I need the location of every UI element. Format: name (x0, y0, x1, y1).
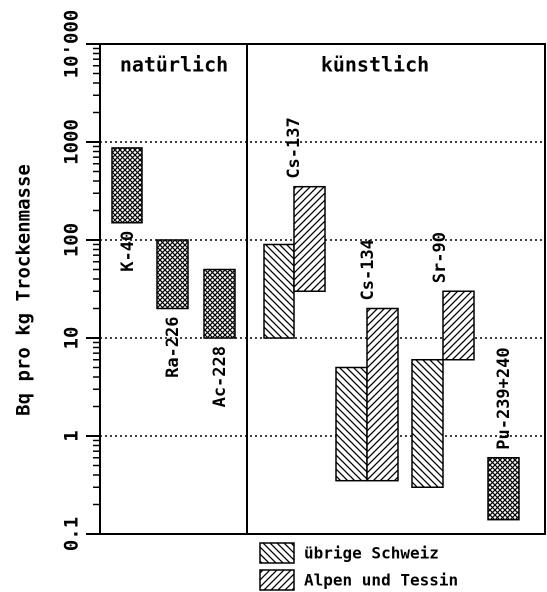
nuclide-label: Cs-134 (358, 239, 378, 300)
y-tick-label: 1 (61, 430, 83, 441)
range-bar (411, 358, 444, 488)
range-bar (263, 243, 295, 339)
section-label: natürlich (120, 53, 228, 77)
nuclide-label: Pu-239+240 (494, 347, 514, 449)
range-bar (366, 307, 399, 482)
legend-label: Alpen und Tessin (304, 571, 458, 590)
range-bar (156, 239, 189, 310)
legend-swatch (259, 569, 295, 591)
nuclide-label: Cs-137 (284, 117, 304, 178)
range-bar (335, 366, 368, 482)
plot-frame (99, 43, 546, 535)
range-bar (111, 147, 143, 224)
range-bar (293, 185, 326, 292)
y-tick-label: 1000 (61, 119, 83, 165)
y-tick-label: 100 (61, 223, 83, 257)
y-axis-label: Bq pro kg Trockenmasse (13, 164, 35, 416)
range-bar (203, 268, 236, 339)
section-label: künstlich (321, 53, 429, 77)
legend-swatch (259, 542, 295, 564)
y-tick-label: 0.1 (61, 517, 83, 551)
range-bar (487, 456, 520, 521)
nuclide-label: Ac-228 (210, 346, 230, 407)
legend-label: übrige Schweiz (304, 544, 439, 563)
nuclide-label: K-40 (118, 231, 138, 272)
range-bar (442, 290, 475, 361)
nuclide-label: Sr-90 (430, 232, 450, 283)
y-tick-label: 10 (61, 327, 83, 350)
y-tick-label: 10'000 (61, 10, 83, 79)
nuclide-label: Ra-226 (163, 316, 183, 377)
